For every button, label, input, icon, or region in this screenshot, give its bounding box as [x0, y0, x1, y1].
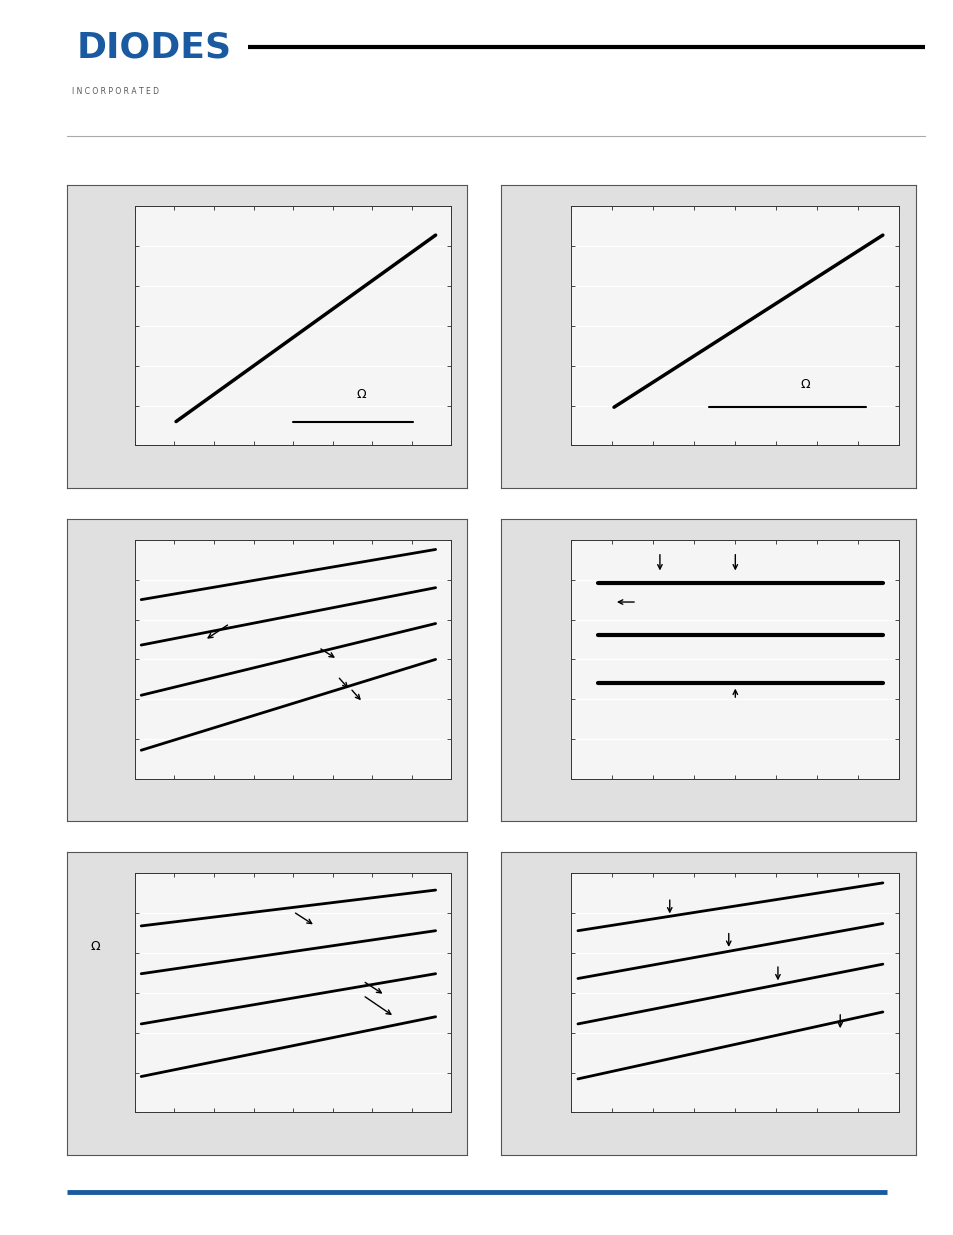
Text: Ω: Ω: [801, 378, 810, 391]
Text: Ω: Ω: [91, 940, 100, 953]
Text: I N C O R P O R A T E D: I N C O R P O R A T E D: [71, 88, 158, 96]
Text: Ω: Ω: [356, 388, 366, 400]
Text: DIODES: DIODES: [76, 31, 232, 64]
